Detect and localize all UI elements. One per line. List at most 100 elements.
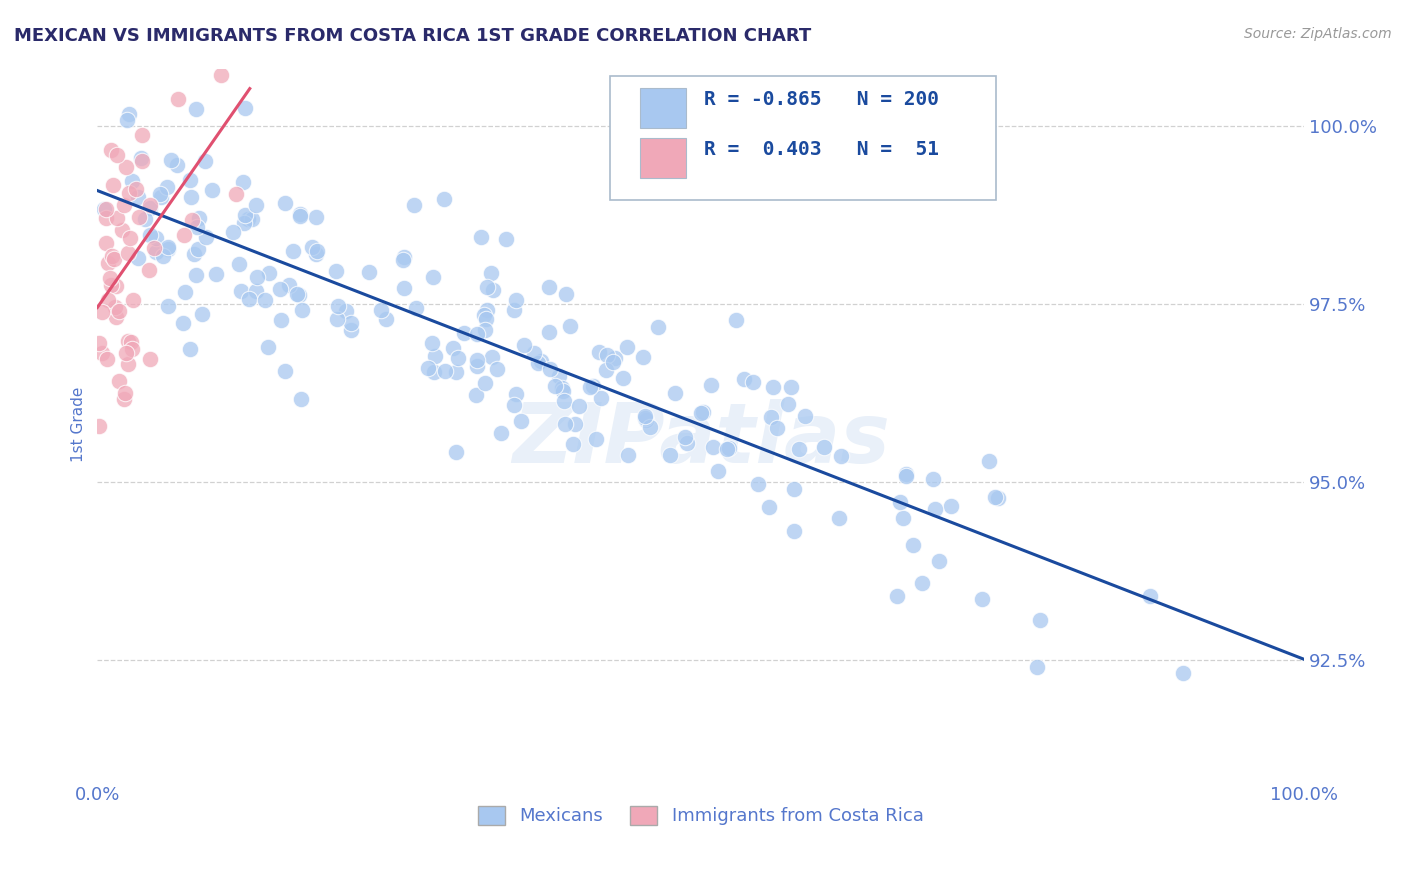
Point [325, 264, 347, 278]
Point [725, 313, 748, 327]
Point [160, 153, 183, 168]
Point [328, 299, 350, 313]
Point [101, 248, 124, 262]
Point [793, 409, 815, 423]
Point [589, 391, 612, 405]
Point [233, 208, 256, 222]
Point [582, 379, 605, 393]
Point [544, 378, 567, 392]
Point [100, 143, 122, 157]
Point [465, 353, 488, 368]
Point [444, 365, 467, 379]
Point [491, 426, 513, 441]
Point [689, 406, 711, 420]
Point [787, 442, 810, 457]
Point [103, 252, 125, 266]
Point [254, 293, 277, 307]
Point [482, 283, 505, 297]
Point [901, 538, 924, 552]
Point [257, 266, 280, 280]
Point [392, 250, 415, 264]
Point [523, 346, 546, 360]
Point [441, 341, 464, 355]
Point [225, 186, 247, 201]
Point [828, 510, 851, 524]
Point [256, 340, 278, 354]
Point [186, 219, 208, 234]
Point [145, 231, 167, 245]
Point [634, 411, 657, 425]
Point [139, 228, 162, 243]
Point [596, 348, 619, 362]
Text: ZIPatlas: ZIPatlas [512, 399, 890, 480]
FancyBboxPatch shape [640, 88, 686, 128]
Point [195, 230, 218, 244]
Point [340, 323, 363, 337]
Point [204, 267, 226, 281]
Point [741, 375, 763, 389]
Point [127, 190, 149, 204]
Point [474, 376, 496, 390]
Point [173, 228, 195, 243]
Point [166, 157, 188, 171]
Point [924, 501, 946, 516]
Point [475, 302, 498, 317]
Point [186, 103, 208, 117]
Point [114, 160, 136, 174]
Point [96, 211, 118, 226]
Point [1139, 589, 1161, 603]
Point [291, 303, 314, 318]
Point [733, 371, 755, 385]
Point [157, 240, 180, 254]
Point [270, 312, 292, 326]
Point [717, 442, 740, 456]
Point [156, 299, 179, 313]
Point [782, 482, 804, 496]
Text: R =  0.403   N =  51: R = 0.403 N = 51 [704, 139, 939, 159]
Point [585, 432, 607, 446]
Point [485, 362, 508, 376]
Legend: Mexicans, Immigrants from Costa Rica: Mexicans, Immigrants from Costa Rica [478, 806, 924, 825]
Point [246, 270, 269, 285]
Point [375, 311, 398, 326]
Point [616, 448, 638, 462]
Point [274, 364, 297, 378]
FancyBboxPatch shape [640, 138, 686, 178]
Point [939, 499, 962, 513]
Point [889, 495, 911, 509]
Point [121, 293, 143, 307]
Point [335, 304, 357, 318]
Point [156, 179, 179, 194]
Point [148, 187, 170, 202]
Point [305, 244, 328, 259]
Point [477, 280, 499, 294]
Point [481, 351, 503, 365]
Point [911, 575, 934, 590]
Point [505, 387, 527, 401]
Point [179, 342, 201, 356]
Point [107, 374, 129, 388]
Point [759, 409, 782, 424]
Point [340, 316, 363, 330]
Point [474, 323, 496, 337]
Point [432, 192, 454, 206]
Point [288, 209, 311, 223]
Point [97, 293, 120, 308]
Point [676, 436, 699, 450]
Point [616, 340, 638, 354]
Point [121, 343, 143, 357]
Point [538, 361, 561, 376]
Point [783, 524, 806, 538]
Point [139, 201, 162, 215]
Point [120, 334, 142, 349]
Point [588, 345, 610, 359]
Point [191, 306, 214, 320]
Point [747, 477, 769, 491]
Point [896, 469, 918, 483]
Point [891, 510, 914, 524]
Point [370, 302, 392, 317]
Point [510, 414, 533, 428]
Point [238, 212, 260, 227]
Point [359, 265, 381, 279]
Point [547, 369, 569, 384]
